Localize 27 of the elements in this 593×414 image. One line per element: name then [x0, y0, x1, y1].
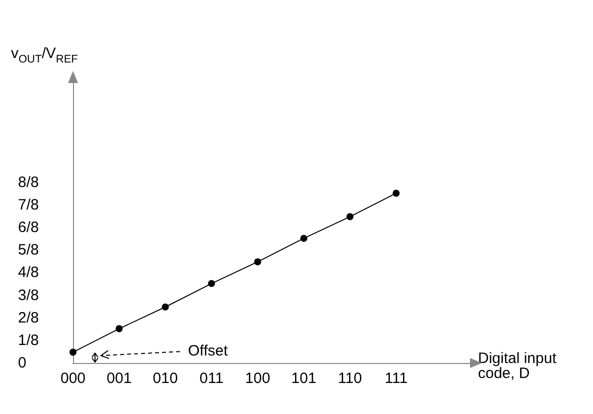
x-tick-label: 101 [291, 370, 316, 387]
x-tick-label: 000 [60, 370, 86, 387]
y-tick-label: 7/8 [18, 196, 39, 214]
x-tick-label: 010 [152, 370, 178, 387]
point [392, 190, 400, 197]
point [208, 280, 215, 288]
point [346, 213, 354, 220]
y-tick-label: 4/8 [18, 264, 39, 282]
y-tick-label: 3/8 [18, 286, 39, 304]
point [162, 304, 169, 310]
point [300, 234, 308, 242]
point [254, 258, 262, 266]
x-tick-label: 110 [338, 370, 362, 387]
x-tick-label: 011 [200, 370, 224, 387]
x-tick-label: 100 [245, 370, 270, 387]
point [116, 325, 123, 332]
y-tick-label: 0 [18, 354, 26, 372]
y-tick-label: 6/8 [18, 219, 39, 236]
y-tick-label: 2/8 [18, 309, 39, 326]
x-tick-label: 001 [106, 370, 132, 387]
y-tick-label: 1/8 [18, 332, 39, 349]
x-tick-label: 111 [384, 370, 408, 387]
y-tick-label: 5/8 [18, 242, 39, 259]
y-tick-label: 8/8 [18, 174, 39, 191]
x-axis-title: Digital input code, D [478, 350, 558, 382]
annotation: Offset [188, 342, 229, 360]
point [70, 348, 76, 356]
